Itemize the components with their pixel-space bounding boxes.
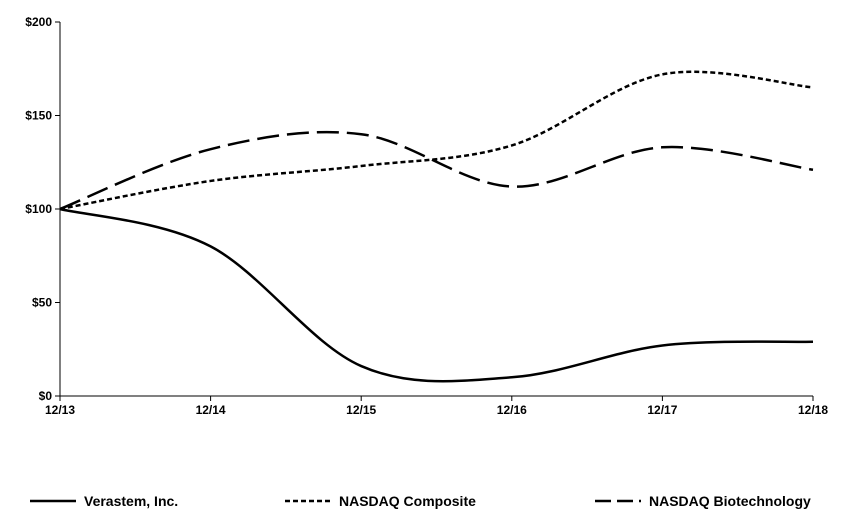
y-tick-label: $100 — [25, 202, 52, 216]
y-axis: $0 $50 $100 $150 $200 — [25, 15, 61, 403]
y-tick-label: $200 — [25, 15, 52, 29]
x-tick-label: 12/16 — [497, 403, 527, 417]
x-tick-label: 12/17 — [647, 403, 677, 417]
series-line-nasdaq-biotechnology — [59, 130, 814, 211]
legend-item-nasdaq-biotechnology: NASDAQ Biotechnology — [595, 493, 811, 509]
series-line-verastem-inc — [59, 207, 814, 383]
x-tick-label: 12/15 — [346, 403, 376, 417]
legend-label: NASDAQ Biotechnology — [649, 493, 811, 509]
y-tick-label: $150 — [25, 109, 52, 123]
legend-item-verastem-inc: Verastem, Inc. — [30, 493, 178, 509]
legend-label: Verastem, Inc. — [84, 493, 178, 509]
x-tick-label: 12/18 — [798, 403, 828, 417]
legend: Verastem, Inc. NASDAQ Composite NASDAQ Bio… — [30, 493, 811, 509]
x-axis: 12/13 12/14 12/15 12/16 12/17 12/18 — [45, 395, 828, 417]
legend-label: NASDAQ Composite — [339, 493, 476, 509]
y-tick-label: $0 — [39, 389, 53, 403]
y-tick-label: $50 — [32, 296, 52, 310]
x-tick-label: 12/13 — [45, 403, 75, 417]
legend-item-nasdaq-composite: NASDAQ Composite — [285, 493, 476, 509]
x-tick-label: 12/14 — [196, 403, 226, 417]
series-line-nasdaq-composite — [59, 70, 814, 211]
series-group — [59, 70, 814, 383]
